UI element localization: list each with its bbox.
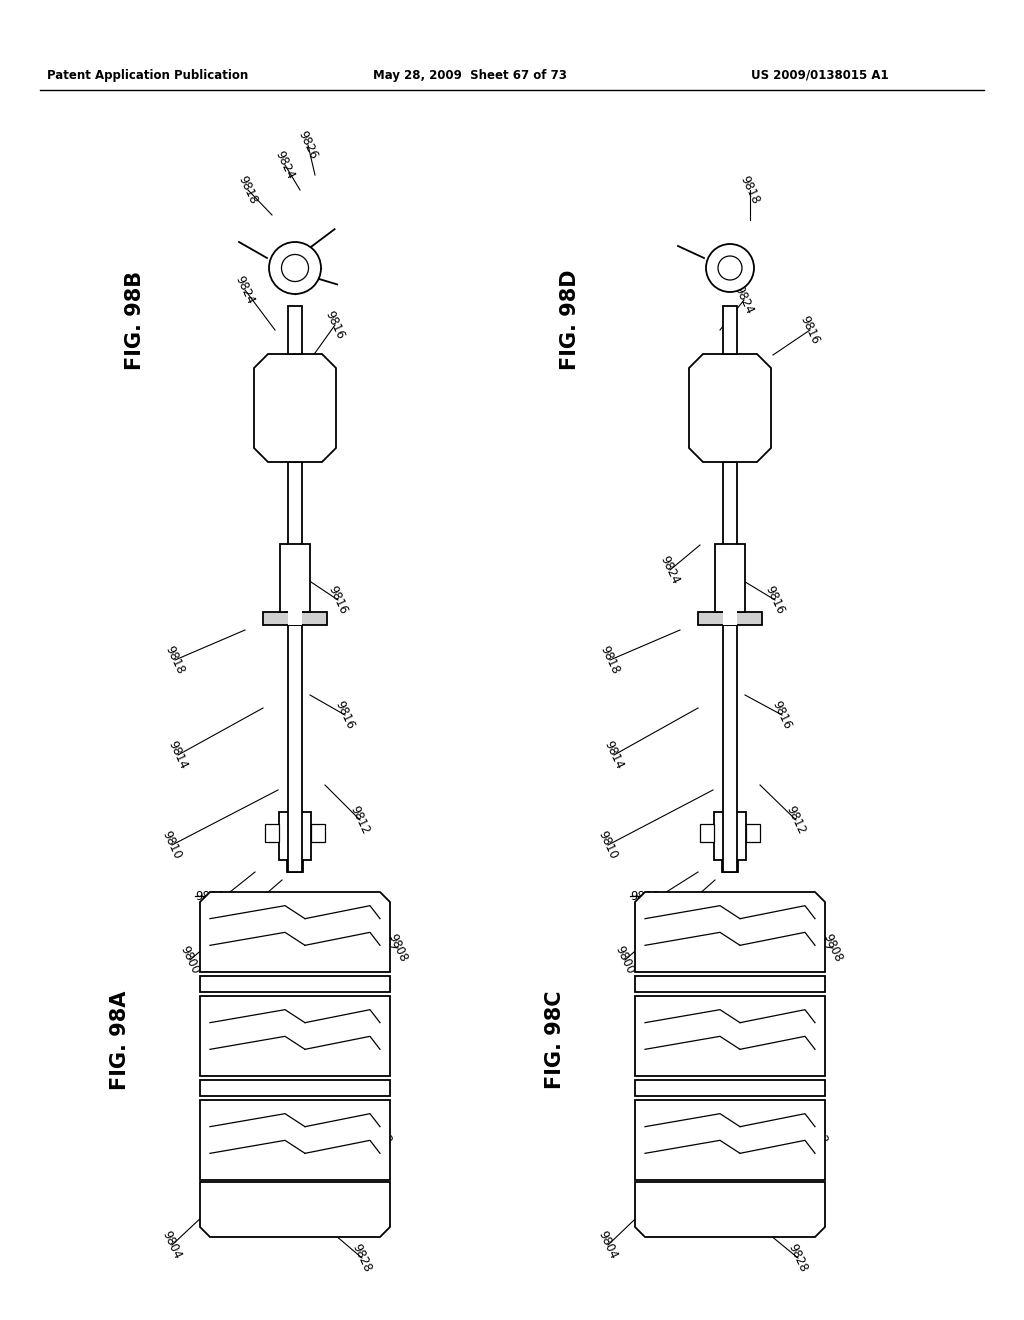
Text: 9818: 9818 <box>163 644 187 676</box>
Text: 9802: 9802 <box>370 1114 394 1146</box>
Text: FIG. 98D: FIG. 98D <box>560 269 580 370</box>
Polygon shape <box>200 1181 390 1237</box>
Text: 9810: 9810 <box>596 829 621 861</box>
Bar <box>700 824 714 842</box>
Bar <box>746 824 760 842</box>
Bar <box>723 462 737 544</box>
Text: 9806: 9806 <box>803 913 827 946</box>
Bar <box>723 544 737 624</box>
Text: 9816: 9816 <box>326 583 350 616</box>
Bar <box>635 1100 825 1180</box>
Bar <box>288 306 302 354</box>
Text: FIG. 98C: FIG. 98C <box>545 991 565 1089</box>
Polygon shape <box>689 354 771 462</box>
Bar <box>311 824 325 842</box>
Bar <box>287 861 303 873</box>
Text: 9828: 9828 <box>785 1242 810 1274</box>
Text: 9810: 9810 <box>160 829 184 861</box>
Text: 9802: 9802 <box>806 1114 830 1146</box>
Text: 9804: 9804 <box>160 1229 184 1261</box>
Polygon shape <box>635 1181 825 1237</box>
Text: 9814: 9814 <box>602 739 627 771</box>
Bar <box>288 462 302 544</box>
Bar <box>200 1080 390 1096</box>
Bar <box>723 624 737 873</box>
Text: 9816: 9816 <box>763 583 787 616</box>
Bar <box>714 812 746 861</box>
Text: 9816: 9816 <box>333 698 357 731</box>
Text: 9816: 9816 <box>770 698 795 731</box>
Text: 9808: 9808 <box>386 932 411 964</box>
Bar <box>698 612 762 624</box>
Text: 9804: 9804 <box>596 1229 621 1261</box>
Bar <box>635 997 825 1076</box>
Text: 9824: 9824 <box>732 284 756 317</box>
Text: 9800: 9800 <box>630 890 659 903</box>
Bar <box>722 861 738 873</box>
Text: 9812: 9812 <box>348 804 372 837</box>
Text: 9800: 9800 <box>612 944 637 977</box>
Bar <box>263 612 327 624</box>
Text: 9800: 9800 <box>195 890 224 903</box>
Text: 9824: 9824 <box>272 149 297 181</box>
Text: FIG. 98B: FIG. 98B <box>125 271 145 370</box>
Text: 9816: 9816 <box>323 309 347 342</box>
Text: 9824: 9824 <box>232 273 257 306</box>
Text: 9812: 9812 <box>783 804 808 837</box>
Circle shape <box>718 256 742 280</box>
Text: US 2009/0138015 A1: US 2009/0138015 A1 <box>752 69 889 82</box>
Bar <box>280 544 310 612</box>
Text: 9814: 9814 <box>166 739 190 771</box>
Text: May 28, 2009  Sheet 67 of 73: May 28, 2009 Sheet 67 of 73 <box>373 69 567 82</box>
Bar <box>288 624 302 873</box>
Text: 9816: 9816 <box>798 314 822 346</box>
Bar <box>265 824 279 842</box>
Polygon shape <box>254 354 336 462</box>
Text: 9818: 9818 <box>236 174 260 206</box>
Bar <box>279 812 311 861</box>
Bar <box>635 975 825 993</box>
Circle shape <box>269 242 321 294</box>
Circle shape <box>282 255 308 281</box>
Bar <box>635 1080 825 1096</box>
Circle shape <box>706 244 754 292</box>
Text: 9826: 9826 <box>296 129 321 161</box>
Bar <box>723 306 737 354</box>
Text: 9828: 9828 <box>350 1242 374 1274</box>
Bar <box>288 544 302 624</box>
Polygon shape <box>200 892 390 972</box>
Text: 9818: 9818 <box>738 174 762 206</box>
Bar <box>200 975 390 993</box>
Text: FIG. 98A: FIG. 98A <box>110 990 130 1090</box>
Text: 9818: 9818 <box>598 644 623 676</box>
Bar <box>200 1100 390 1180</box>
Text: 9806: 9806 <box>368 913 392 946</box>
Text: 9800: 9800 <box>178 944 202 977</box>
Bar <box>200 997 390 1076</box>
Text: Patent Application Publication: Patent Application Publication <box>47 69 249 82</box>
Polygon shape <box>635 892 825 972</box>
Text: 9808: 9808 <box>821 932 845 964</box>
Bar <box>715 544 745 612</box>
Text: 9824: 9824 <box>657 553 682 586</box>
